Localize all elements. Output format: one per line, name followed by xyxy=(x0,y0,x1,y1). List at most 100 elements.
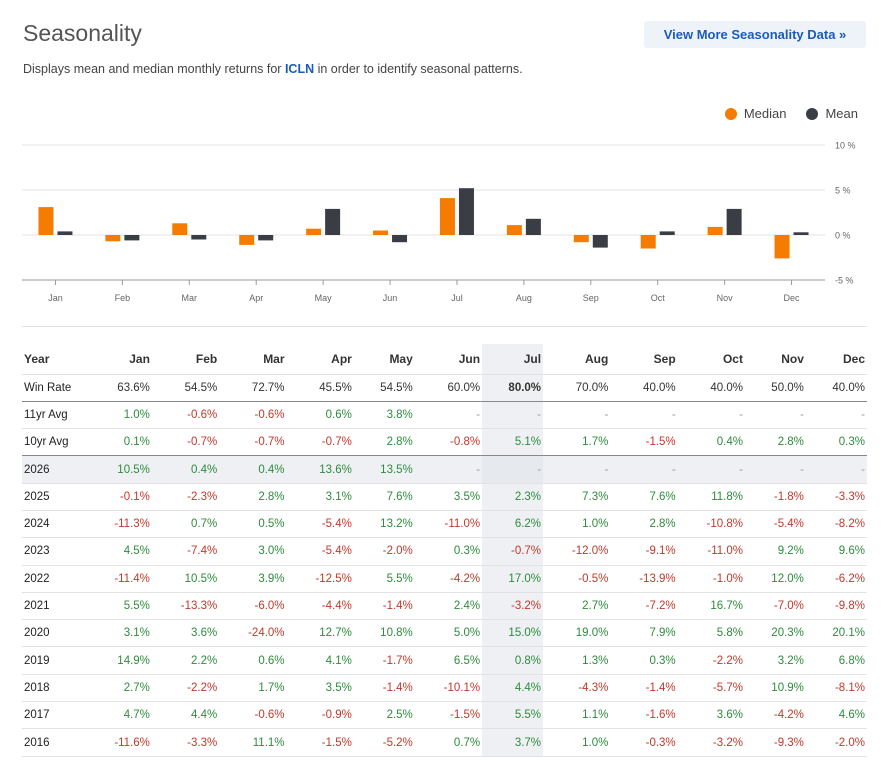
mean-bar[interactable] xyxy=(659,231,675,235)
view-more-seasonality-button[interactable]: View More Seasonality Data » xyxy=(644,21,866,48)
mean-dot-icon xyxy=(806,107,819,120)
x-tick-label: Sep xyxy=(583,293,599,303)
table-cell: -9.3% xyxy=(744,728,806,757)
table-cell: 2.8% xyxy=(353,428,415,457)
median-bar[interactable] xyxy=(105,235,121,242)
table-cell: 0.3% xyxy=(414,537,483,566)
table-cell: 1.0% xyxy=(86,401,152,430)
table-cell: 3.9% xyxy=(219,565,287,593)
mean-bar[interactable] xyxy=(525,218,541,235)
mean-bar[interactable] xyxy=(258,235,274,241)
table-cell: 4.1% xyxy=(286,646,354,675)
median-bar[interactable] xyxy=(439,198,455,235)
median-bar[interactable] xyxy=(707,226,723,235)
table-cell: 3.1% xyxy=(286,483,354,511)
table-cell: 7.6% xyxy=(610,483,678,511)
table-cell: -0.6% xyxy=(219,401,287,430)
median-bar[interactable] xyxy=(38,207,54,235)
table-cell: 0.4% xyxy=(219,455,287,484)
median-bar[interactable] xyxy=(573,235,589,243)
table-cell: -10.1% xyxy=(414,674,483,703)
mean-bar[interactable] xyxy=(392,235,408,243)
table-cell: 1.1% xyxy=(543,701,611,730)
table-cell: 5.8% xyxy=(677,619,745,648)
table-cell: 11.8% xyxy=(677,483,745,511)
table-cell: -0.7% xyxy=(286,428,354,457)
legend-mean[interactable]: Mean xyxy=(806,106,858,121)
table-cell: 13.2% xyxy=(353,510,415,539)
month-column-header: Nov xyxy=(744,344,806,375)
table-cell: 0.6% xyxy=(286,401,354,430)
table-cell: -9.1% xyxy=(610,537,678,566)
x-tick-label: Feb xyxy=(115,293,131,303)
median-bar[interactable] xyxy=(172,223,188,235)
table-cell: 0.1% xyxy=(86,428,152,457)
ticker-link[interactable]: ICLN xyxy=(284,62,315,76)
table-cell: 6.2% xyxy=(482,510,544,539)
x-tick-label: Dec xyxy=(784,293,801,303)
month-column-header: Aug xyxy=(543,344,611,375)
month-column-header: Feb xyxy=(151,344,220,375)
mean-bar[interactable] xyxy=(191,235,207,240)
table-cell: 9.2% xyxy=(744,537,806,566)
table-cell: -0.7% xyxy=(219,428,287,457)
table-cell: 2.7% xyxy=(543,592,611,621)
table-cell: -7.2% xyxy=(610,592,678,621)
table-cell: 5.5% xyxy=(353,565,415,593)
table-cell: -2.3% xyxy=(151,483,220,511)
table-cell: 9.6% xyxy=(805,537,867,566)
table-cell: - xyxy=(805,455,867,484)
mean-bar[interactable] xyxy=(726,208,742,235)
table-cell: -1.5% xyxy=(414,701,483,730)
table-cell: 10.8% xyxy=(353,619,415,648)
mean-bar[interactable] xyxy=(793,232,809,235)
legend-median[interactable]: Median xyxy=(724,106,786,121)
mean-bar[interactable] xyxy=(592,235,608,248)
table-cell: 0.8% xyxy=(482,646,544,675)
table-cell: -2.0% xyxy=(353,537,415,566)
table-cell: -0.1% xyxy=(86,483,152,511)
table-cell: -11.0% xyxy=(414,510,483,539)
table-cell: 16.7% xyxy=(677,592,745,621)
x-tick-label: Apr xyxy=(249,293,263,303)
table-cell: 40.0% xyxy=(677,374,745,402)
median-bar[interactable] xyxy=(506,225,522,235)
x-tick-label: Nov xyxy=(717,293,734,303)
table-cell: 7.6% xyxy=(353,483,415,511)
table-cell: - xyxy=(677,455,745,484)
table-cell: 54.5% xyxy=(353,374,415,402)
table-cell: 72.7% xyxy=(219,374,287,402)
table-cell: -12.0% xyxy=(543,537,611,566)
median-bar[interactable] xyxy=(774,235,790,259)
table-cell: 0.4% xyxy=(677,428,745,457)
median-bar[interactable] xyxy=(373,230,389,236)
table-cell: - xyxy=(543,401,611,430)
table-cell: -5.4% xyxy=(286,537,354,566)
mean-bar[interactable] xyxy=(57,231,73,235)
mean-bar[interactable] xyxy=(458,188,474,235)
table-cell: 3.0% xyxy=(219,537,287,566)
table-cell: -2.2% xyxy=(677,646,745,675)
row-label: 2018 xyxy=(22,674,86,703)
row-label: 2019 xyxy=(22,646,86,675)
median-bar[interactable] xyxy=(239,235,255,245)
mean-bar[interactable] xyxy=(325,208,341,235)
table-cell: -6.0% xyxy=(219,592,287,621)
median-bar[interactable] xyxy=(306,228,322,235)
table-cell: 1.0% xyxy=(543,728,611,757)
table-cell: 5.5% xyxy=(482,701,544,730)
table-cell: -0.6% xyxy=(219,701,287,730)
median-bar[interactable] xyxy=(640,235,656,249)
subtitle: Displays mean and median monthly returns… xyxy=(23,62,523,76)
table-cell: 0.3% xyxy=(805,428,867,457)
table-cell: -12.5% xyxy=(286,565,354,593)
table-cell: 40.0% xyxy=(610,374,678,402)
table-cell: 12.0% xyxy=(744,565,806,593)
table-row: 2025 -0.1% -2.3% 2.8% 3.1% 7.6% 3.5% 2.3% 7.3% 7.… xyxy=(22,483,867,511)
table-cell: -3.3% xyxy=(151,728,220,757)
mean-bar[interactable] xyxy=(124,235,140,241)
table-cell: 13.5% xyxy=(353,455,415,484)
year-column-header: Year xyxy=(22,344,86,375)
table-cell: 3.6% xyxy=(151,619,220,648)
table-cell: -4.4% xyxy=(286,592,354,621)
